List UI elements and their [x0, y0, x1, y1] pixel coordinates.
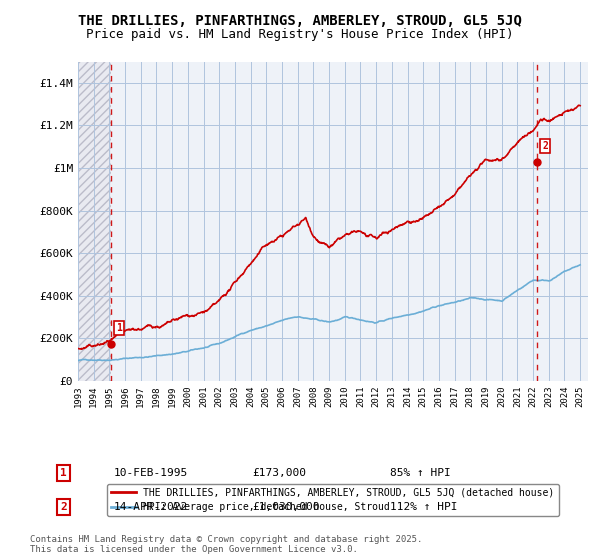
Legend: THE DRILLIES, PINFARTHINGS, AMBERLEY, STROUD, GL5 5JQ (detached house), HPI: Ave: THE DRILLIES, PINFARTHINGS, AMBERLEY, ST… [107, 484, 559, 516]
Text: 14-APR-2022: 14-APR-2022 [114, 502, 188, 512]
Text: 1: 1 [116, 323, 122, 333]
Text: 112% ↑ HPI: 112% ↑ HPI [390, 502, 458, 512]
Text: Contains HM Land Registry data © Crown copyright and database right 2025.
This d: Contains HM Land Registry data © Crown c… [30, 535, 422, 554]
Text: 1: 1 [60, 468, 67, 478]
Text: Price paid vs. HM Land Registry's House Price Index (HPI): Price paid vs. HM Land Registry's House … [86, 28, 514, 41]
Text: 2: 2 [542, 141, 548, 151]
Text: £1,030,000: £1,030,000 [252, 502, 320, 512]
Text: 10-FEB-1995: 10-FEB-1995 [114, 468, 188, 478]
Text: £173,000: £173,000 [252, 468, 306, 478]
Text: THE DRILLIES, PINFARTHINGS, AMBERLEY, STROUD, GL5 5JQ: THE DRILLIES, PINFARTHINGS, AMBERLEY, ST… [78, 14, 522, 28]
Bar [78, 62, 111, 381]
Text: 2: 2 [60, 502, 67, 512]
Text: 85% ↑ HPI: 85% ↑ HPI [390, 468, 451, 478]
